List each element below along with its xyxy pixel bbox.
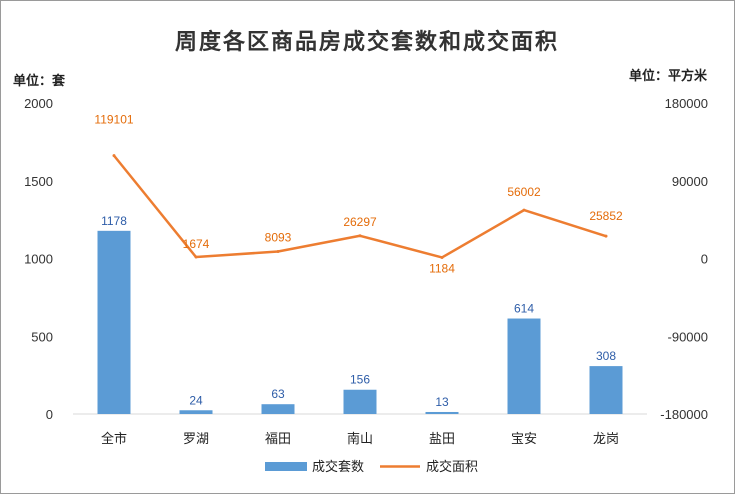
line-value-label: 1674: [183, 237, 210, 251]
category-label: 福田: [265, 432, 291, 447]
category-label: 全市: [101, 431, 127, 447]
line-point: [604, 234, 608, 238]
bar-value-label: 308: [596, 349, 616, 363]
right-tick-label: -180000: [660, 407, 708, 422]
bar-value-label: 614: [514, 302, 534, 316]
line-value-label: 1184: [429, 261, 455, 275]
line-point: [112, 154, 116, 158]
bar-value-label: 156: [350, 373, 370, 387]
bar: [261, 404, 295, 414]
line-point: [440, 255, 444, 259]
bar-series: [97, 230, 623, 414]
right-axis-ticks: 180000 90000 0 -90000 -180000: [660, 96, 708, 422]
legend-bar-label: 成交套数: [312, 459, 364, 475]
category-labels: 全市 罗湖 福田 南山 盐田 宝安 龙岗: [101, 431, 619, 447]
legend: 成交套数 成交面积: [265, 459, 478, 475]
bar: [97, 230, 131, 414]
left-tick-label: 1500: [24, 174, 53, 189]
left-tick-label: 1000: [24, 252, 53, 267]
line-value-label: 119101: [94, 113, 133, 127]
right-tick-label: 0: [701, 252, 708, 267]
right-tick-label: 90000: [672, 174, 708, 189]
line-value-label: 56002: [507, 185, 541, 199]
bar-value-label: 63: [271, 387, 285, 401]
line-point: [276, 250, 280, 254]
category-label: 宝安: [511, 432, 537, 447]
left-tick-label: 500: [31, 329, 53, 344]
line-value-label: 8093: [265, 231, 292, 245]
bar: [179, 410, 213, 414]
right-axis-unit: 单位：平方米: [629, 68, 708, 84]
bar-data-labels: 1178 24 63 156 13 614 308: [101, 214, 616, 409]
legend-line-label: 成交面积: [426, 459, 478, 475]
chart-title: 周度各区商品房成交套数和成交面积: [175, 29, 559, 55]
bar: [589, 366, 623, 414]
category-label: 盐田: [429, 432, 455, 447]
category-label: 龙岗: [593, 432, 619, 447]
line-data-labels: 119101 1674 8093 26297 1184 56002 25852: [94, 113, 623, 276]
bar-value-label: 1178: [101, 214, 127, 228]
line-value-label: 26297: [343, 215, 377, 229]
left-tick-label: 2000: [24, 96, 53, 111]
bar: [507, 318, 541, 414]
left-axis-ticks: 2000 1500 1000 500 0: [24, 96, 53, 422]
left-axis-unit: 单位：套: [13, 73, 66, 89]
category-label: 罗湖: [183, 432, 209, 447]
line-point: [194, 255, 198, 259]
right-tick-label: 180000: [665, 96, 708, 111]
line-point: [358, 234, 362, 238]
bar-value-label: 13: [435, 395, 449, 409]
left-tick-label: 0: [46, 407, 53, 422]
legend-bar-swatch: [265, 462, 307, 471]
bar: [343, 389, 377, 414]
bar: [425, 411, 459, 414]
bar-value-label: 24: [189, 393, 203, 407]
line-point: [522, 208, 526, 212]
category-label: 南山: [347, 431, 373, 447]
right-tick-label: -90000: [668, 329, 708, 344]
line-series: [112, 154, 608, 259]
line-value-label: 25852: [589, 209, 623, 223]
